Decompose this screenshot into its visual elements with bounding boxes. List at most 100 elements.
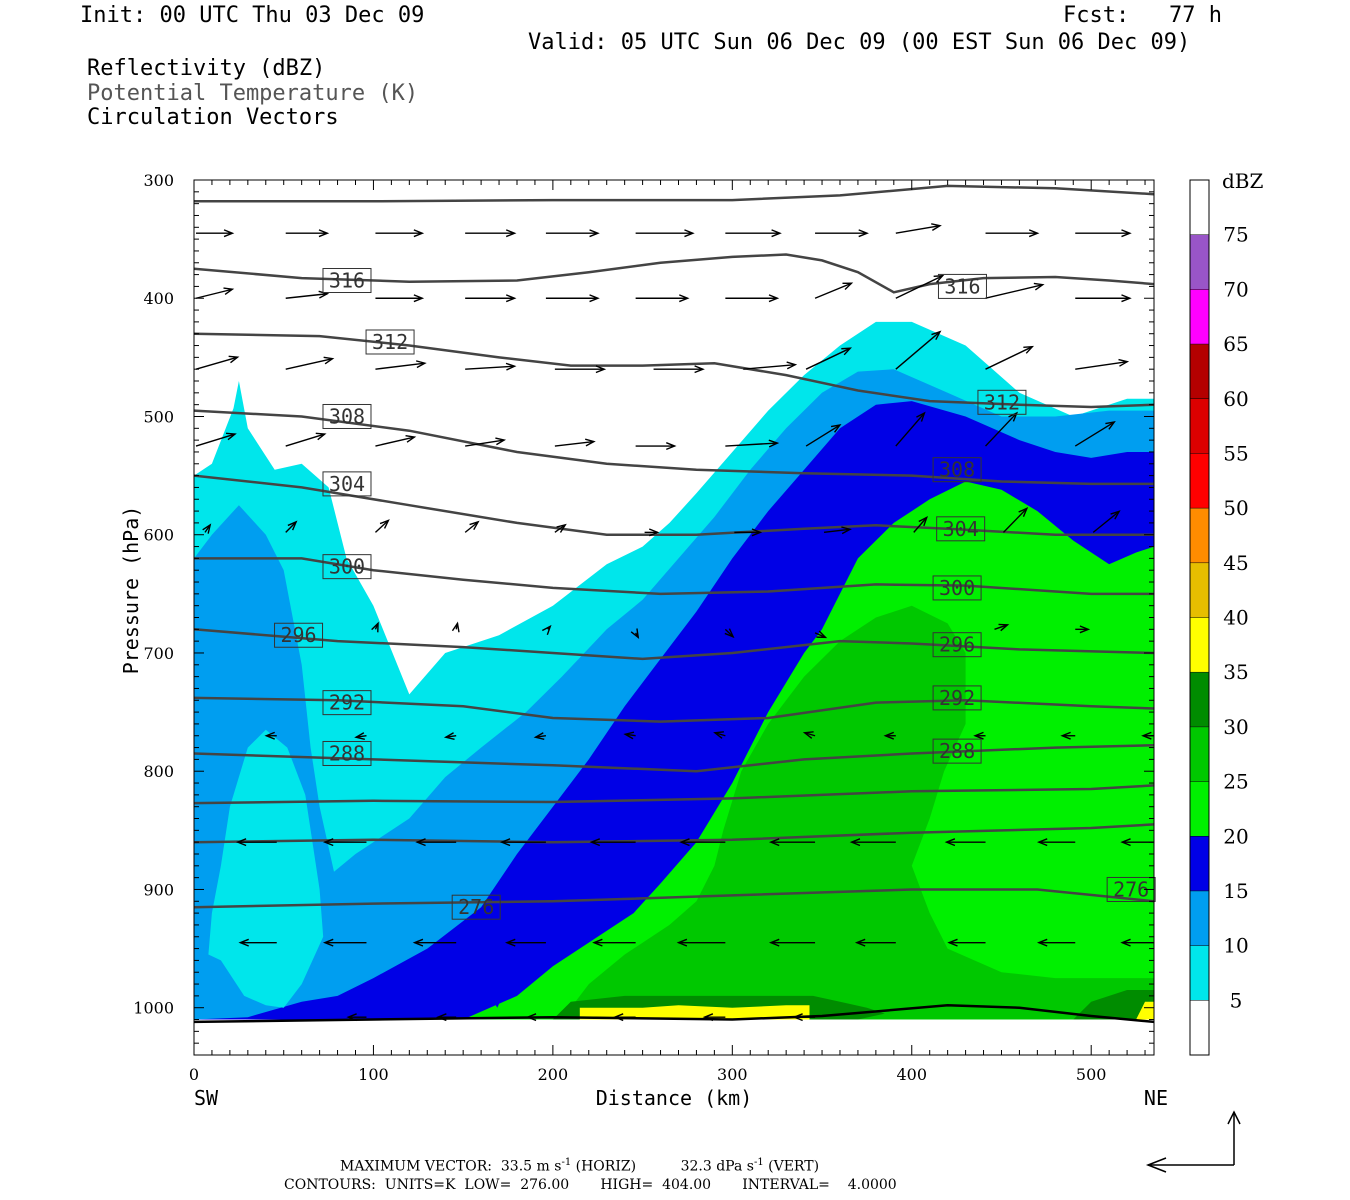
vector-head: [1121, 229, 1132, 238]
contour-label-316-right: 316: [937, 273, 987, 299]
vector-shaft: [814, 632, 826, 639]
x-tick-label: 300: [717, 1065, 748, 1084]
circulation-vector: [973, 731, 986, 740]
vector-shaft: [195, 433, 236, 447]
vector-shaft: [465, 365, 515, 370]
vector-head: [1118, 358, 1130, 367]
vector-head: [918, 515, 928, 527]
contour-label-292-right-box: [932, 685, 982, 711]
x-axis-title: Distance (km): [596, 1086, 753, 1110]
circulation-vector: [985, 411, 1019, 447]
contour-label-292-right-text: 292: [939, 686, 975, 710]
colorbar-level-label: 20: [1223, 824, 1248, 848]
circulation-vector: [985, 229, 1040, 238]
vert-tag: (VERT): [768, 1158, 820, 1175]
circulation-vector: [464, 520, 480, 533]
vector-head: [228, 355, 240, 364]
circulation-vector: [994, 623, 1010, 632]
theta-contour-292: [194, 696, 1154, 723]
circulation-vector: [644, 528, 660, 537]
circulation-vector: [849, 838, 896, 847]
circulation-vector: [465, 294, 517, 303]
circulation-vector: [196, 229, 235, 238]
vector-head: [371, 621, 379, 633]
vector-shaft: [285, 521, 297, 533]
vector-head: [525, 1013, 537, 1022]
colorbar-swatch: [1190, 344, 1209, 399]
vector-head: [505, 229, 517, 238]
circulation-vector: [322, 838, 367, 847]
vector-head: [1120, 838, 1131, 847]
circulation-vector: [1075, 294, 1132, 303]
vector-head: [505, 362, 517, 371]
colorbar-level-label: 5: [1230, 988, 1243, 1012]
circulation-vector: [724, 628, 735, 639]
contour-label-304-right-box: [936, 516, 986, 542]
vector-shaft: [375, 436, 415, 447]
circulation-vector: [1002, 507, 1029, 533]
forecast-hour: Fcst: 77 h: [1063, 3, 1222, 28]
colorbar-swatch: [1190, 453, 1209, 509]
circulation-vector: [725, 229, 782, 238]
contour-label-292-left-box: [322, 690, 372, 716]
colorbar-level-label: 75: [1223, 223, 1248, 247]
reflectivity-region-25-dbz-4: [561, 605, 1154, 1020]
y-tick-label: 400: [143, 289, 174, 308]
colorbar: 5 10 15 20 25 30 35 40 45 50 55 60 65 70 75 dBZ: [1189, 169, 1264, 1056]
circulation-vector: [1092, 510, 1121, 533]
vector-shaft: [285, 358, 333, 370]
y-tick-label: 500: [143, 407, 174, 426]
theta-contour-284: [194, 784, 1154, 805]
circulation-vector: [202, 523, 212, 534]
y-tick-label: 900: [143, 880, 174, 899]
field-theta: Potential Temperature (K): [87, 81, 419, 106]
contour-label-296-right: 296: [932, 632, 982, 658]
vector-head: [589, 838, 601, 847]
colorbar-level-label: 60: [1223, 387, 1248, 411]
circulation-vector: [725, 439, 780, 448]
vector-head: [413, 229, 425, 238]
y-tick-label: 1000: [133, 999, 174, 1018]
vector-head: [499, 838, 511, 847]
vector-head: [973, 731, 984, 740]
vector-head: [1023, 345, 1035, 354]
vector-head: [1060, 731, 1071, 740]
circulation-vector: [525, 1013, 546, 1022]
theta-contour-288: [194, 743, 1154, 773]
vector-head: [702, 1013, 714, 1022]
contour-label-304-right-text: 304: [943, 517, 979, 541]
vector-shaft: [554, 440, 594, 447]
vector-shaft: [1075, 360, 1128, 370]
vector-head: [1018, 507, 1029, 517]
vector-head: [751, 528, 763, 537]
colorbar-swatch: [1190, 781, 1209, 837]
circulation-vector: [1075, 625, 1091, 634]
circulation-vector: [635, 229, 695, 238]
vector-shaft: [375, 362, 425, 370]
colorbar-level-label: 30: [1223, 715, 1248, 739]
vector-head: [713, 731, 724, 739]
vector-head: [676, 938, 688, 947]
vector-head: [648, 528, 660, 537]
circulation-vector: [589, 838, 636, 847]
circulation-vector: [630, 628, 640, 640]
vector-head: [238, 938, 249, 947]
vector-head: [1141, 731, 1152, 740]
contour-label-276-right-text: 276: [1113, 877, 1149, 901]
contour-label-300-left: 300: [322, 554, 372, 580]
contour-label-288-right-box: [932, 738, 982, 764]
contour-label-304-left: 304: [322, 471, 372, 497]
contour-label-292-right: 292: [932, 685, 982, 711]
circulation-vector: [895, 411, 926, 447]
vector-head: [1121, 294, 1132, 303]
contour-label-288-left-text: 288: [329, 741, 365, 765]
circulation-vector: [499, 838, 546, 847]
vector-shaft: [195, 288, 233, 299]
vector-head: [318, 290, 330, 299]
circulation-vector: [505, 938, 546, 947]
vector-head: [816, 630, 828, 639]
circulation-vector: [465, 229, 517, 238]
vector-head: [842, 282, 854, 291]
circulation-vector: [436, 1013, 457, 1022]
